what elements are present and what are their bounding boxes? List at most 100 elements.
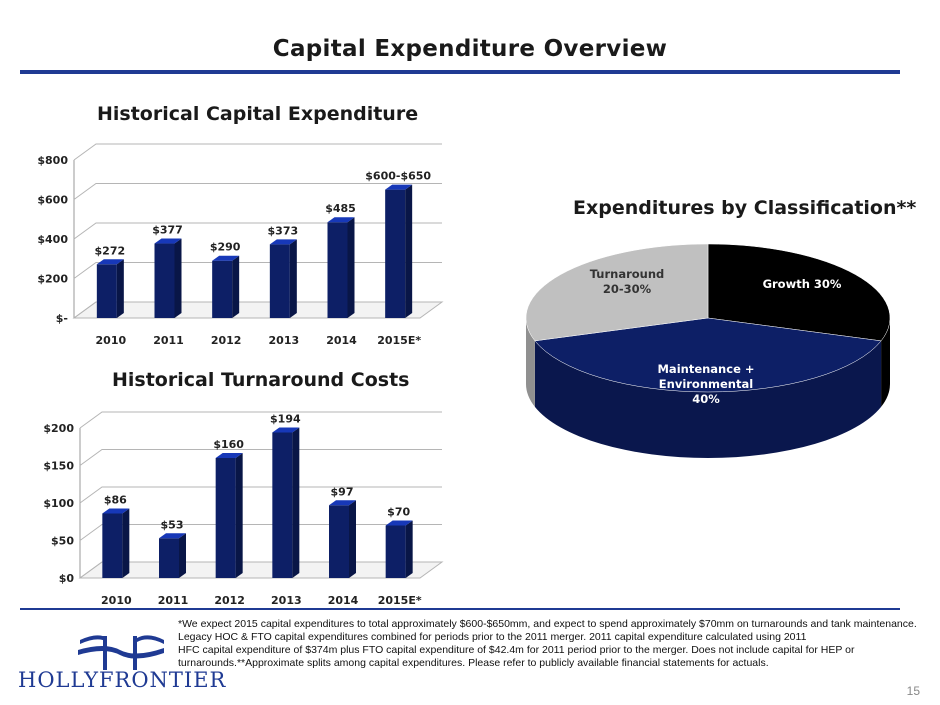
turnaround-bar-side <box>122 508 130 578</box>
capex-x-tick-label: 2014 <box>326 334 357 347</box>
pie-chart-title: Expenditures by Classification** <box>573 197 917 219</box>
footnote: *We expect 2015 capital expenditures to … <box>178 618 923 670</box>
capex-x-tick-label: 2012 <box>211 334 242 347</box>
capex-bar-top <box>154 238 182 244</box>
turnaround-bar-top <box>102 508 130 514</box>
capex-bar-front <box>269 244 290 318</box>
capex-x-tick-label: 2013 <box>269 334 300 347</box>
turnaround-bar <box>102 508 130 578</box>
capex-bar <box>212 255 240 318</box>
capex-bar-front <box>327 222 348 318</box>
capex-chart-title: Historical Capital Expenditure <box>97 103 419 125</box>
capex-gridline <box>73 183 442 200</box>
turnaround-gridline <box>79 411 442 429</box>
capex-gridline <box>73 143 442 161</box>
capex-bar <box>385 184 413 318</box>
turnaround-bar-top <box>385 520 413 526</box>
pie-label-line: 40% <box>692 392 720 406</box>
capex-bar-side <box>289 239 297 318</box>
hollyfrontier-logo <box>78 635 164 670</box>
footnote-line: turnarounds.**Approximate splits among c… <box>178 657 769 669</box>
turnaround-y-tick-label: $50 <box>51 535 74 548</box>
capex-y-tick-label: $800 <box>37 154 68 167</box>
turnaround-bar <box>215 453 243 578</box>
pie-label-line: Environmental <box>659 377 753 391</box>
capex-bar-top <box>96 259 124 265</box>
turnaround-gridline <box>79 486 442 504</box>
turnaround-bar <box>385 520 413 578</box>
capex-bar-side <box>174 238 182 318</box>
capex-gridline <box>73 301 442 319</box>
turnaround-bar <box>329 500 356 578</box>
capex-bar-side <box>232 255 240 318</box>
capex-y-tick-label: $200 <box>37 273 68 286</box>
capex-bar <box>269 239 297 318</box>
turnaround-bar <box>159 533 186 578</box>
capex-x-tick-label: 2011 <box>153 334 184 347</box>
capex-bar-top <box>327 217 355 223</box>
capex-bar-front <box>385 189 406 318</box>
capex-data-label: $600-$650 <box>365 170 431 183</box>
turnaround-y-tick-label: $0 <box>59 572 75 585</box>
capex-bar <box>154 238 182 318</box>
capex-bar <box>96 259 124 318</box>
pie-slice-side <box>881 318 890 407</box>
turnaround-bar-side <box>349 500 356 578</box>
turnaround-x-tick-label: 2015E* <box>378 594 422 607</box>
capex-bar <box>327 217 355 318</box>
turnaround-bar-front <box>159 538 179 578</box>
capex-gridline <box>73 222 442 240</box>
turnaround-bar-top <box>159 533 186 539</box>
capex-x-tick-label: 2010 <box>96 334 127 347</box>
page-number: 15 <box>906 684 920 698</box>
turnaround-x-tick-label: 2010 <box>101 594 132 607</box>
capex-bar-side <box>347 217 355 318</box>
capex-data-label: $272 <box>95 244 126 257</box>
turnaround-bar-side <box>179 533 186 578</box>
pie-slice-side <box>534 340 882 458</box>
turnaround-data-label: $70 <box>387 506 410 519</box>
turnaround-x-tick-label: 2014 <box>328 594 359 607</box>
pie-slice-label: Growth 30% <box>763 277 842 291</box>
turnaround-bar-side <box>235 453 243 578</box>
capex-x-tick-label: 2015E* <box>377 334 421 347</box>
turnaround-y-tick-label: $150 <box>43 460 74 473</box>
turnaround-data-label: $160 <box>213 438 244 451</box>
capex-bar-front <box>154 243 175 318</box>
turnaround-gridline <box>79 449 442 466</box>
pie-slice-label: Turnaround 20-30% <box>590 267 665 296</box>
capex-bar-side <box>116 259 124 318</box>
capex-bar-front <box>96 264 117 318</box>
pie-label-line: Turnaround <box>590 267 665 281</box>
title-underline <box>20 70 900 74</box>
capex-data-label: $373 <box>268 224 299 237</box>
capex-y-tick-label: $600 <box>37 194 68 207</box>
capex-y-tick-label: $- <box>56 312 68 325</box>
turnaround-bar-side <box>292 427 300 578</box>
turnaround-bar-front <box>215 458 236 578</box>
pie-slice <box>534 317 882 393</box>
turnaround-bar <box>272 427 300 578</box>
footer-rule <box>20 608 900 610</box>
capex-bar-front <box>212 260 233 318</box>
company-logo-text: HOLLYFRONTIER <box>18 668 227 692</box>
turnaround-bar-side <box>405 520 413 578</box>
pie-label-line: Maintenance + <box>657 362 754 376</box>
turnaround-y-tick-label: $100 <box>43 497 74 510</box>
turnaround-gridline <box>79 561 442 579</box>
page-title: Capital Expenditure Overview <box>272 36 668 62</box>
pie-slice-label: Maintenance + Environmental 40% <box>657 362 754 406</box>
turnaround-bar-front <box>385 525 406 578</box>
turnaround-y-tick-label: $200 <box>43 422 74 435</box>
capex-bar-top <box>212 255 240 261</box>
turnaround-gridline <box>79 524 442 541</box>
footnote-line: *We expect 2015 capital expenditures to … <box>178 618 917 630</box>
capex-data-label: $485 <box>325 202 356 215</box>
turnaround-bar-front <box>272 432 293 578</box>
turnaround-bar-top <box>329 500 356 506</box>
capex-data-label: $377 <box>152 224 183 237</box>
turnaround-x-tick-label: 2011 <box>158 594 189 607</box>
pie-slice <box>525 243 709 342</box>
turnaround-bar-front <box>102 513 123 578</box>
